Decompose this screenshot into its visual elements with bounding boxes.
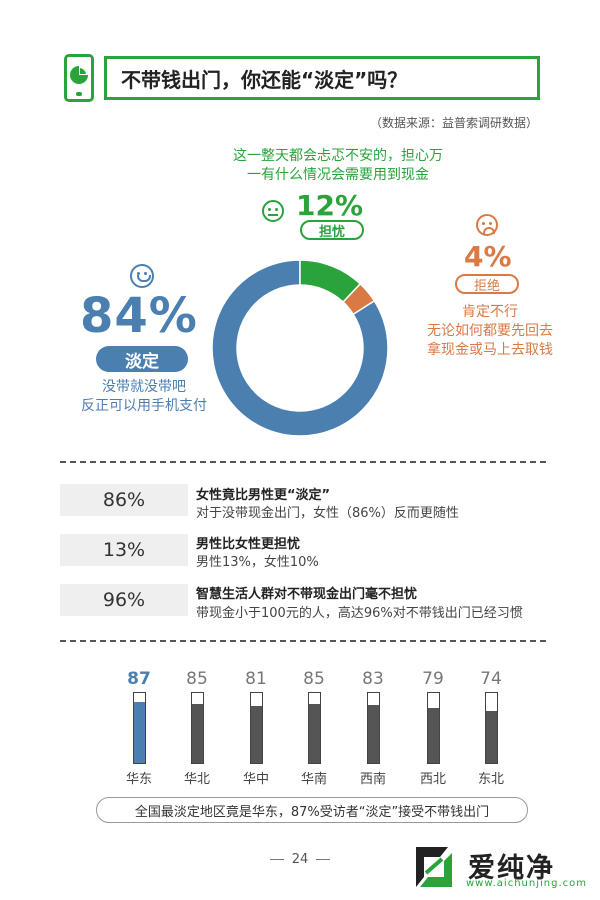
- divider: [60, 640, 546, 642]
- donut-chart: [211, 259, 389, 437]
- bar-track: [427, 692, 440, 764]
- watermark-url: www.aichunjing.com: [466, 878, 587, 889]
- bar-value-label: 87: [127, 669, 151, 689]
- donut-slice-拒绝: [342, 282, 376, 316]
- calm-percent: 84%: [80, 288, 198, 344]
- worry-percent: 12%: [296, 189, 364, 222]
- bar-西南: [368, 704, 379, 763]
- stat-desc: 带现金小于100元的人，高达96%对不带钱出门已经习惯: [196, 606, 523, 621]
- aichunjing-logo-icon: [416, 847, 452, 887]
- worry-label: 担忧: [300, 220, 364, 240]
- bar-category-label: 华中: [242, 772, 269, 787]
- smile-face-icon: [130, 264, 154, 288]
- bar-track: [191, 692, 204, 764]
- calm-note: 没带就没带吧 反正可以用手机支付: [81, 379, 207, 414]
- bar-华中: [251, 706, 262, 763]
- stat-title: 智慧生活人群对不带现金出门毫不担忧: [196, 587, 418, 602]
- stat-value: 13%: [60, 534, 188, 566]
- bar-category-label: 东北: [477, 772, 504, 787]
- bar-track: [367, 692, 380, 764]
- stat-title: 女性竟比男性更“淡定”: [196, 488, 331, 503]
- bar-track: [485, 692, 498, 764]
- bar-track: [308, 692, 321, 764]
- bar-华南: [309, 703, 320, 763]
- bar-华北: [192, 703, 203, 763]
- bar-category-label: 华南: [300, 772, 327, 787]
- bar-value-label: 85: [303, 669, 325, 689]
- page-number: 24: [260, 852, 340, 867]
- refuse-label: 拒绝: [455, 274, 519, 294]
- bar-华东: [134, 702, 145, 763]
- pie-chart-icon: [70, 66, 88, 84]
- bar-category-label: 华东: [125, 772, 152, 787]
- bar-track: [133, 692, 146, 764]
- calm-label: 淡定: [96, 346, 188, 372]
- divider: [60, 461, 546, 463]
- bar-value-label: 74: [480, 669, 502, 689]
- worried-face-icon: [262, 200, 284, 222]
- phone-chart-icon: [64, 54, 94, 102]
- bar-category-label: 西南: [359, 772, 386, 787]
- bar-东北: [486, 711, 497, 763]
- bar-track: [250, 692, 263, 764]
- stat-value: 86%: [60, 484, 188, 516]
- stat-value: 96%: [60, 584, 188, 616]
- stat-desc: 对于没带现金出门，女性（86%）反而更随性: [196, 506, 459, 521]
- worry-note: 这一整天都会忐忑不安的，担心万 一有什么情况会需要用到现金: [233, 148, 443, 183]
- stat-title: 男性比女性更担忧: [196, 537, 301, 552]
- bar-西北: [428, 707, 439, 763]
- bar-value-label: 83: [362, 669, 384, 689]
- bar-category-label: 西北: [419, 772, 446, 787]
- sad-face-icon: [476, 214, 498, 236]
- donut-slice-淡定: [211, 259, 389, 437]
- bar-category-label: 华北: [183, 772, 210, 787]
- stat-desc: 男性13%，女性10%: [196, 555, 319, 570]
- page-title: 不带钱出门，你还能“淡定”吗？: [104, 56, 540, 100]
- data-source: （数据来源：益普索调研数据）: [369, 116, 538, 130]
- bar-value-label: 79: [422, 669, 444, 689]
- refuse-note: 肯定不行 无论如何都要先回去 拿现金或马上去取钱: [427, 304, 553, 358]
- bar-value-label: 85: [186, 669, 208, 689]
- watermark-name: 爱纯净: [468, 853, 555, 884]
- bar-value-label: 81: [245, 669, 267, 689]
- refuse-percent: 4%: [464, 240, 512, 273]
- summary-banner: 全国最淡定地区竟是华东，87%受访者“淡定”接受不带钱出门: [96, 797, 528, 823]
